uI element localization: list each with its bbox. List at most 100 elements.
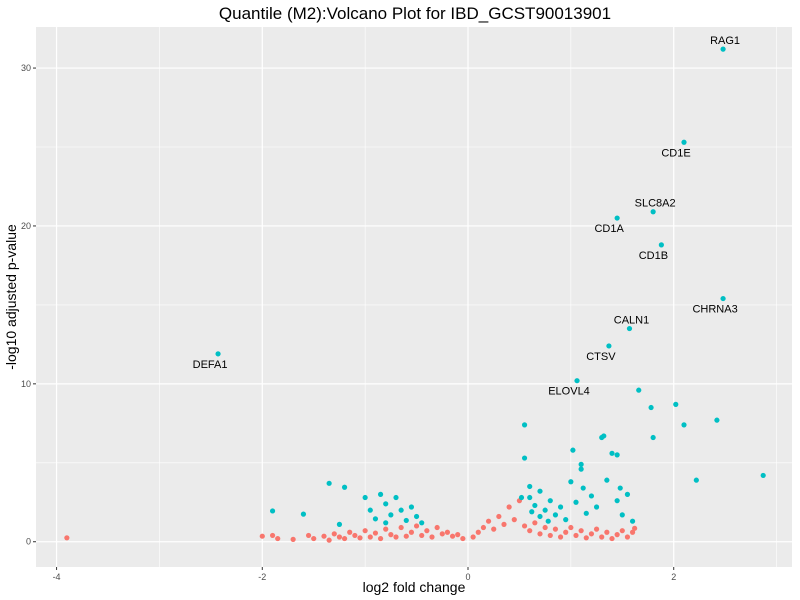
labeled-gene-point xyxy=(720,46,726,52)
y-tick-label: 0 xyxy=(26,537,31,547)
data-point xyxy=(619,512,625,518)
data-point xyxy=(557,504,564,510)
data-point xyxy=(609,450,615,456)
data-point xyxy=(527,528,533,534)
data-point xyxy=(372,516,379,522)
data-point xyxy=(604,477,610,483)
data-point xyxy=(511,517,517,523)
gene-label: CD1B xyxy=(639,250,668,262)
data-point xyxy=(614,498,620,504)
labeled-gene-point xyxy=(626,325,633,332)
y-tick-label: 20 xyxy=(21,221,31,231)
data-points xyxy=(64,387,766,543)
data-point xyxy=(619,528,625,534)
data-point xyxy=(542,507,548,513)
gene-label: RAG1 xyxy=(710,35,740,47)
data-point xyxy=(496,513,502,520)
data-point xyxy=(336,534,343,540)
x-tick-label: 0 xyxy=(465,572,470,582)
data-point xyxy=(521,422,528,428)
data-point xyxy=(588,493,595,499)
data-point xyxy=(408,529,415,535)
data-point xyxy=(275,535,281,542)
data-point xyxy=(593,526,600,532)
gene-label: CD1E xyxy=(661,147,690,159)
data-point xyxy=(580,485,586,491)
data-point xyxy=(563,529,569,535)
data-point xyxy=(403,517,409,524)
data-point xyxy=(434,524,440,531)
data-point xyxy=(419,532,425,539)
data-point xyxy=(408,504,415,510)
x-tick-label: -2 xyxy=(258,572,266,582)
data-point xyxy=(604,529,610,535)
y-axis-ticks: 0 10 20 30 xyxy=(21,63,36,547)
data-point xyxy=(714,417,720,423)
data-point xyxy=(444,529,451,535)
data-point xyxy=(460,535,466,542)
data-point xyxy=(372,530,379,536)
data-point xyxy=(501,521,507,527)
gene-label: SLC8A2 xyxy=(635,198,676,210)
minor-grid xyxy=(36,27,792,567)
data-point xyxy=(362,494,368,501)
data-point xyxy=(491,526,497,532)
data-point xyxy=(681,422,687,428)
data-point xyxy=(449,533,456,539)
data-point xyxy=(305,532,312,539)
data-point xyxy=(636,387,642,393)
data-point xyxy=(624,534,631,540)
data-point xyxy=(537,531,543,537)
data-point xyxy=(367,507,373,513)
data-point xyxy=(367,534,373,540)
data-point xyxy=(383,501,389,507)
x-tick-label: -4 xyxy=(53,572,61,582)
gene-label: CALN1 xyxy=(614,315,649,327)
data-point xyxy=(455,532,461,538)
data-point xyxy=(624,491,631,497)
data-point xyxy=(593,504,600,510)
data-point xyxy=(398,524,404,531)
data-point xyxy=(518,494,525,501)
data-point xyxy=(388,512,394,518)
data-point xyxy=(480,524,487,531)
data-point xyxy=(568,479,574,485)
labeled-gene-point xyxy=(681,139,687,145)
data-point xyxy=(542,524,548,531)
data-point xyxy=(269,532,276,539)
gene-label: CHRNA3 xyxy=(692,304,737,316)
data-point xyxy=(617,485,623,491)
data-point xyxy=(573,499,579,505)
data-point xyxy=(259,533,265,539)
data-point xyxy=(557,534,564,540)
data-point xyxy=(578,461,584,467)
labeled-gene-point xyxy=(215,351,221,357)
data-point xyxy=(383,520,389,526)
data-point xyxy=(588,531,595,537)
data-point xyxy=(529,509,535,515)
data-point xyxy=(599,534,605,540)
data-point xyxy=(578,466,584,472)
data-point xyxy=(269,508,276,514)
x-axis-label: log2 fold change xyxy=(363,579,466,595)
data-point xyxy=(475,529,481,535)
labeled-gene-point xyxy=(614,215,620,221)
data-point xyxy=(336,521,343,527)
data-point xyxy=(403,533,409,539)
y-axis-label: -log10 adjusted p-value xyxy=(3,224,19,370)
data-point xyxy=(521,455,528,461)
data-point xyxy=(583,510,589,516)
data-point xyxy=(614,452,620,458)
data-point xyxy=(506,504,512,510)
data-point xyxy=(673,401,679,407)
data-point xyxy=(545,518,551,524)
data-point xyxy=(629,518,636,524)
data-point xyxy=(357,535,363,541)
y-tick-label: 10 xyxy=(21,379,31,389)
data-point xyxy=(311,535,317,542)
data-point xyxy=(609,535,615,542)
gene-label: CD1A xyxy=(594,223,624,235)
data-point xyxy=(568,524,574,531)
data-point xyxy=(341,484,348,490)
